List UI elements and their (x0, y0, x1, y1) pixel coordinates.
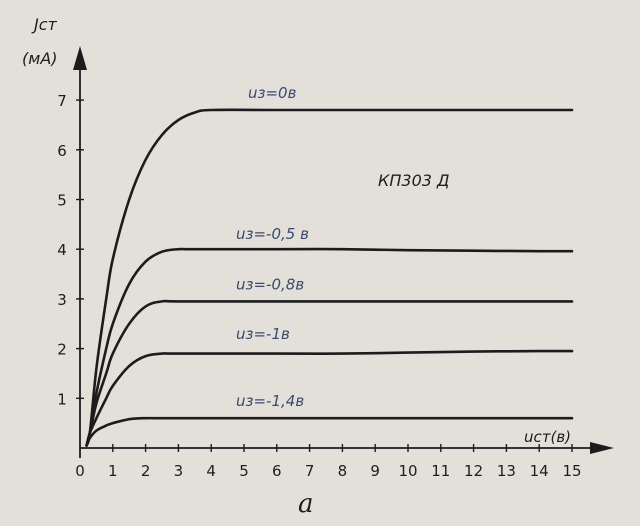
series-label: uз=-1,4в (236, 392, 304, 410)
axes (73, 46, 614, 458)
x-tick-label: 5 (239, 462, 249, 480)
y-tick-label: 7 (57, 92, 67, 110)
y-tick-label: 1 (57, 390, 67, 408)
x-tick-label: 9 (370, 462, 380, 480)
y-axis-label-line2: (мА) (22, 49, 58, 68)
device-label: КП303 Д (378, 171, 450, 190)
x-tick-label: 10 (398, 462, 417, 480)
x-tick-label: 12 (464, 462, 483, 480)
y-tick-label: 2 (57, 341, 67, 359)
series-labels: uз=0в uз=-0,5 в uз=-0,8в uз=-1в uз=-1,4в (236, 84, 309, 410)
x-tick-label: 13 (497, 462, 516, 480)
series-label: uз=-0,8в (236, 275, 304, 293)
series-label: uз=0в (248, 84, 297, 102)
series-curve (85, 247, 574, 447)
series-curve (85, 416, 574, 447)
y-tick-label: 5 (57, 192, 67, 210)
x-axis-label: uст(в) (524, 428, 571, 446)
x-tick-label: 4 (206, 462, 216, 480)
x-tick-label: 15 (562, 462, 581, 480)
x-tick-label: 7 (305, 462, 315, 480)
x-tick-label: 1 (108, 462, 118, 480)
x-tick-label: 0 (75, 462, 85, 480)
x-tick-label: 3 (174, 462, 184, 480)
y-tick-label: 6 (57, 142, 67, 160)
figure-caption: а (298, 489, 314, 519)
series-curve (85, 299, 574, 447)
curves (85, 108, 574, 447)
x-tick-label: 14 (530, 462, 549, 480)
y-tick-label: 3 (57, 291, 67, 309)
y-axis-label-line1: Jст (31, 15, 58, 34)
y-axis-arrow-icon (73, 46, 87, 70)
x-tick-label: 2 (141, 462, 151, 480)
series-curve (85, 108, 574, 447)
series-label: uз=-0,5 в (236, 225, 309, 243)
series-curve (85, 349, 574, 447)
y-tick-label: 4 (57, 241, 67, 259)
x-axis-arrow-icon (590, 442, 614, 454)
x-tick-label: 8 (338, 462, 348, 480)
x-tick-label: 6 (272, 462, 282, 480)
x-tick-label: 11 (431, 462, 450, 480)
series-label: uз=-1в (236, 325, 290, 343)
